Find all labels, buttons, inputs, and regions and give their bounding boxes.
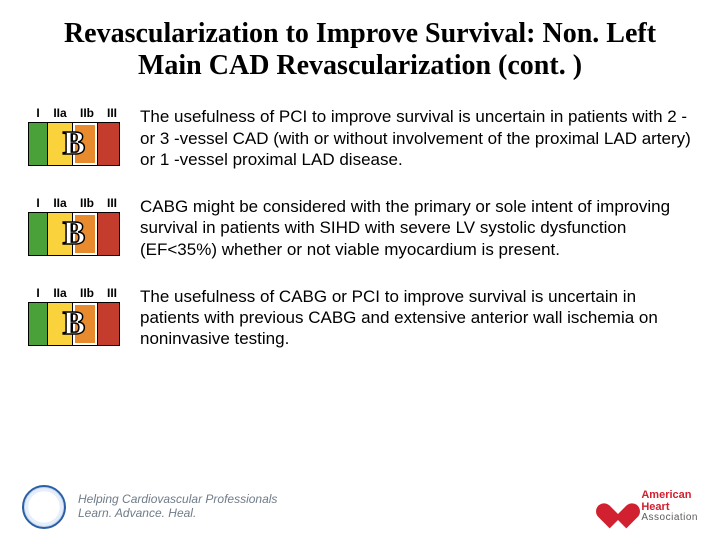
hdr-iii: III [101, 106, 123, 120]
acc-seal-icon [22, 485, 66, 529]
hdr-iib: IIb [74, 196, 100, 210]
footer-right: American Heart Association [603, 490, 698, 524]
acc-tagline: Helping Cardiovascular Professionals Lea… [78, 493, 277, 521]
class-indicator: IIIaIIbIII B [28, 106, 140, 166]
class-bars: B [28, 212, 120, 256]
evidence-letter: B [63, 127, 86, 161]
recommendation-row: IIIaIIbIII B The usefulness of CABG or PCI… [28, 286, 692, 350]
heart-icon [603, 493, 633, 521]
hdr-iii: III [101, 196, 123, 210]
class-bar-3 [97, 303, 119, 345]
evidence-letter: B [63, 217, 86, 251]
class-indicator: IIIaIIbIII B [28, 196, 140, 256]
acc-line1: Helping Cardiovascular Professionals [78, 493, 277, 507]
recommendation-row: IIIaIIbIII B CABG might be considered with… [28, 196, 692, 260]
rows-container: IIIaIIbIIIBThe usefulness of PCI to impr… [28, 106, 692, 349]
slide: Revascularization to Improve Survival: N… [0, 0, 720, 540]
hdr-iia: IIa [47, 106, 73, 120]
class-indicator: IIIaIIbIII B [28, 286, 140, 346]
acc-line2: Learn. Advance. Heal. [78, 507, 277, 521]
class-bar-0 [29, 123, 47, 165]
footer-left: Helping Cardiovascular Professionals Lea… [22, 485, 277, 529]
hdr-i: I [30, 196, 46, 210]
hdr-iib: IIb [74, 286, 100, 300]
class-header: IIIaIIbIII [30, 106, 140, 120]
class-bars: B [28, 302, 120, 346]
class-bars: B [28, 122, 120, 166]
evidence-letter: B [63, 307, 86, 341]
footer: Helping Cardiovascular Professionals Lea… [22, 484, 698, 530]
hdr-iia: IIa [47, 196, 73, 210]
aha-l3: Association [641, 513, 698, 524]
class-bar-3 [97, 213, 119, 255]
class-bar-0 [29, 303, 47, 345]
recommendation-text: The usefulness of PCI to improve surviva… [140, 106, 692, 170]
hdr-i: I [30, 106, 46, 120]
hdr-iia: IIa [47, 286, 73, 300]
recommendation-row: IIIaIIbIII B The usefulness of PCI to impr… [28, 106, 692, 170]
recommendation-text: CABG might be considered with the primar… [140, 196, 692, 260]
class-bar-0 [29, 213, 47, 255]
class-bar-3 [97, 123, 119, 165]
hdr-iii: III [101, 286, 123, 300]
page-title: Revascularization to Improve Survival: N… [36, 18, 684, 82]
class-header: IIIaIIbIII [30, 286, 140, 300]
aha-text: American Heart Association [641, 490, 698, 524]
class-header: IIIaIIbIII [30, 196, 140, 210]
hdr-iib: IIb [74, 106, 100, 120]
recommendation-text: The usefulness of CABG or PCI to improve… [140, 286, 692, 350]
hdr-i: I [30, 286, 46, 300]
